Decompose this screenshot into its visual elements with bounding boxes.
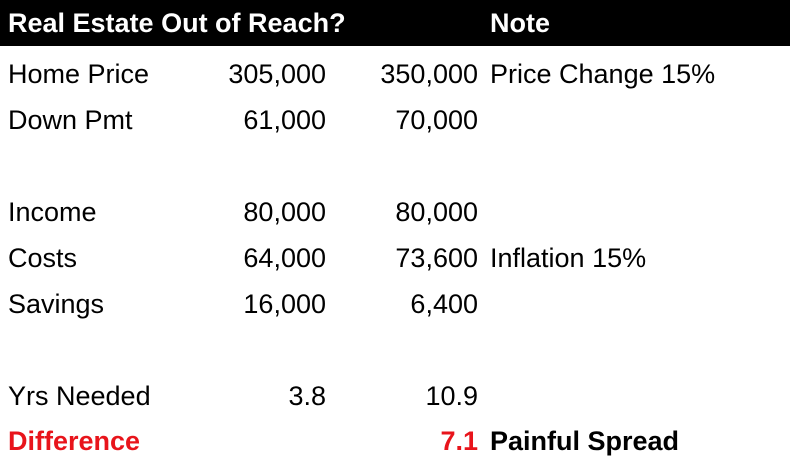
header-note[interactable]: Note <box>490 8 550 38</box>
cell-value-2[interactable]: 350,000 <box>380 59 478 89</box>
cell-note[interactable]: Inflation 15% <box>490 243 647 273</box>
cell-label[interactable]: Savings <box>8 289 105 319</box>
header-title[interactable]: Real Estate Out of Reach? <box>8 8 346 38</box>
cell-label[interactable]: Yrs Needed <box>8 381 151 411</box>
cell-value-1[interactable]: 16,000 <box>243 289 326 319</box>
cell-label[interactable]: Down Pmt <box>8 105 133 135</box>
cell-value-2[interactable]: 10.9 <box>425 381 478 411</box>
cell-note[interactable] <box>490 189 785 235</box>
cell-note[interactable] <box>490 97 785 143</box>
cell-label[interactable] <box>8 143 208 189</box>
cell-label[interactable]: Costs <box>8 243 78 273</box>
cell-value-2[interactable]: 80,000 <box>395 197 478 227</box>
cell-label[interactable]: Income <box>8 197 97 227</box>
cell-value-1[interactable]: 305,000 <box>228 59 326 89</box>
cell-label[interactable]: Home Price <box>8 59 150 89</box>
cell-value-1[interactable]: 64,000 <box>243 243 326 273</box>
cell-label[interactable]: Difference <box>8 426 141 456</box>
cell-value-2[interactable]: 6,400 <box>410 289 478 319</box>
cell-value-2[interactable]: 70,000 <box>395 105 478 135</box>
cell-note[interactable] <box>490 373 785 419</box>
cell-note[interactable]: Price Change 15% <box>490 59 716 89</box>
cell-value-2[interactable]: 73,600 <box>395 243 478 273</box>
cell-value-1[interactable] <box>200 418 326 464</box>
cell-note[interactable] <box>490 281 785 327</box>
cell-value-1[interactable]: 80,000 <box>243 197 326 227</box>
cell-note[interactable]: Painful Spread <box>490 426 680 456</box>
cell-value-2[interactable]: 7.1 <box>440 426 478 456</box>
cell-label[interactable] <box>8 327 208 373</box>
cell-value-1[interactable]: 3.8 <box>288 381 326 411</box>
cell-value-1[interactable]: 61,000 <box>243 105 326 135</box>
header-row: Real Estate Out of Reach? Note <box>0 0 790 46</box>
